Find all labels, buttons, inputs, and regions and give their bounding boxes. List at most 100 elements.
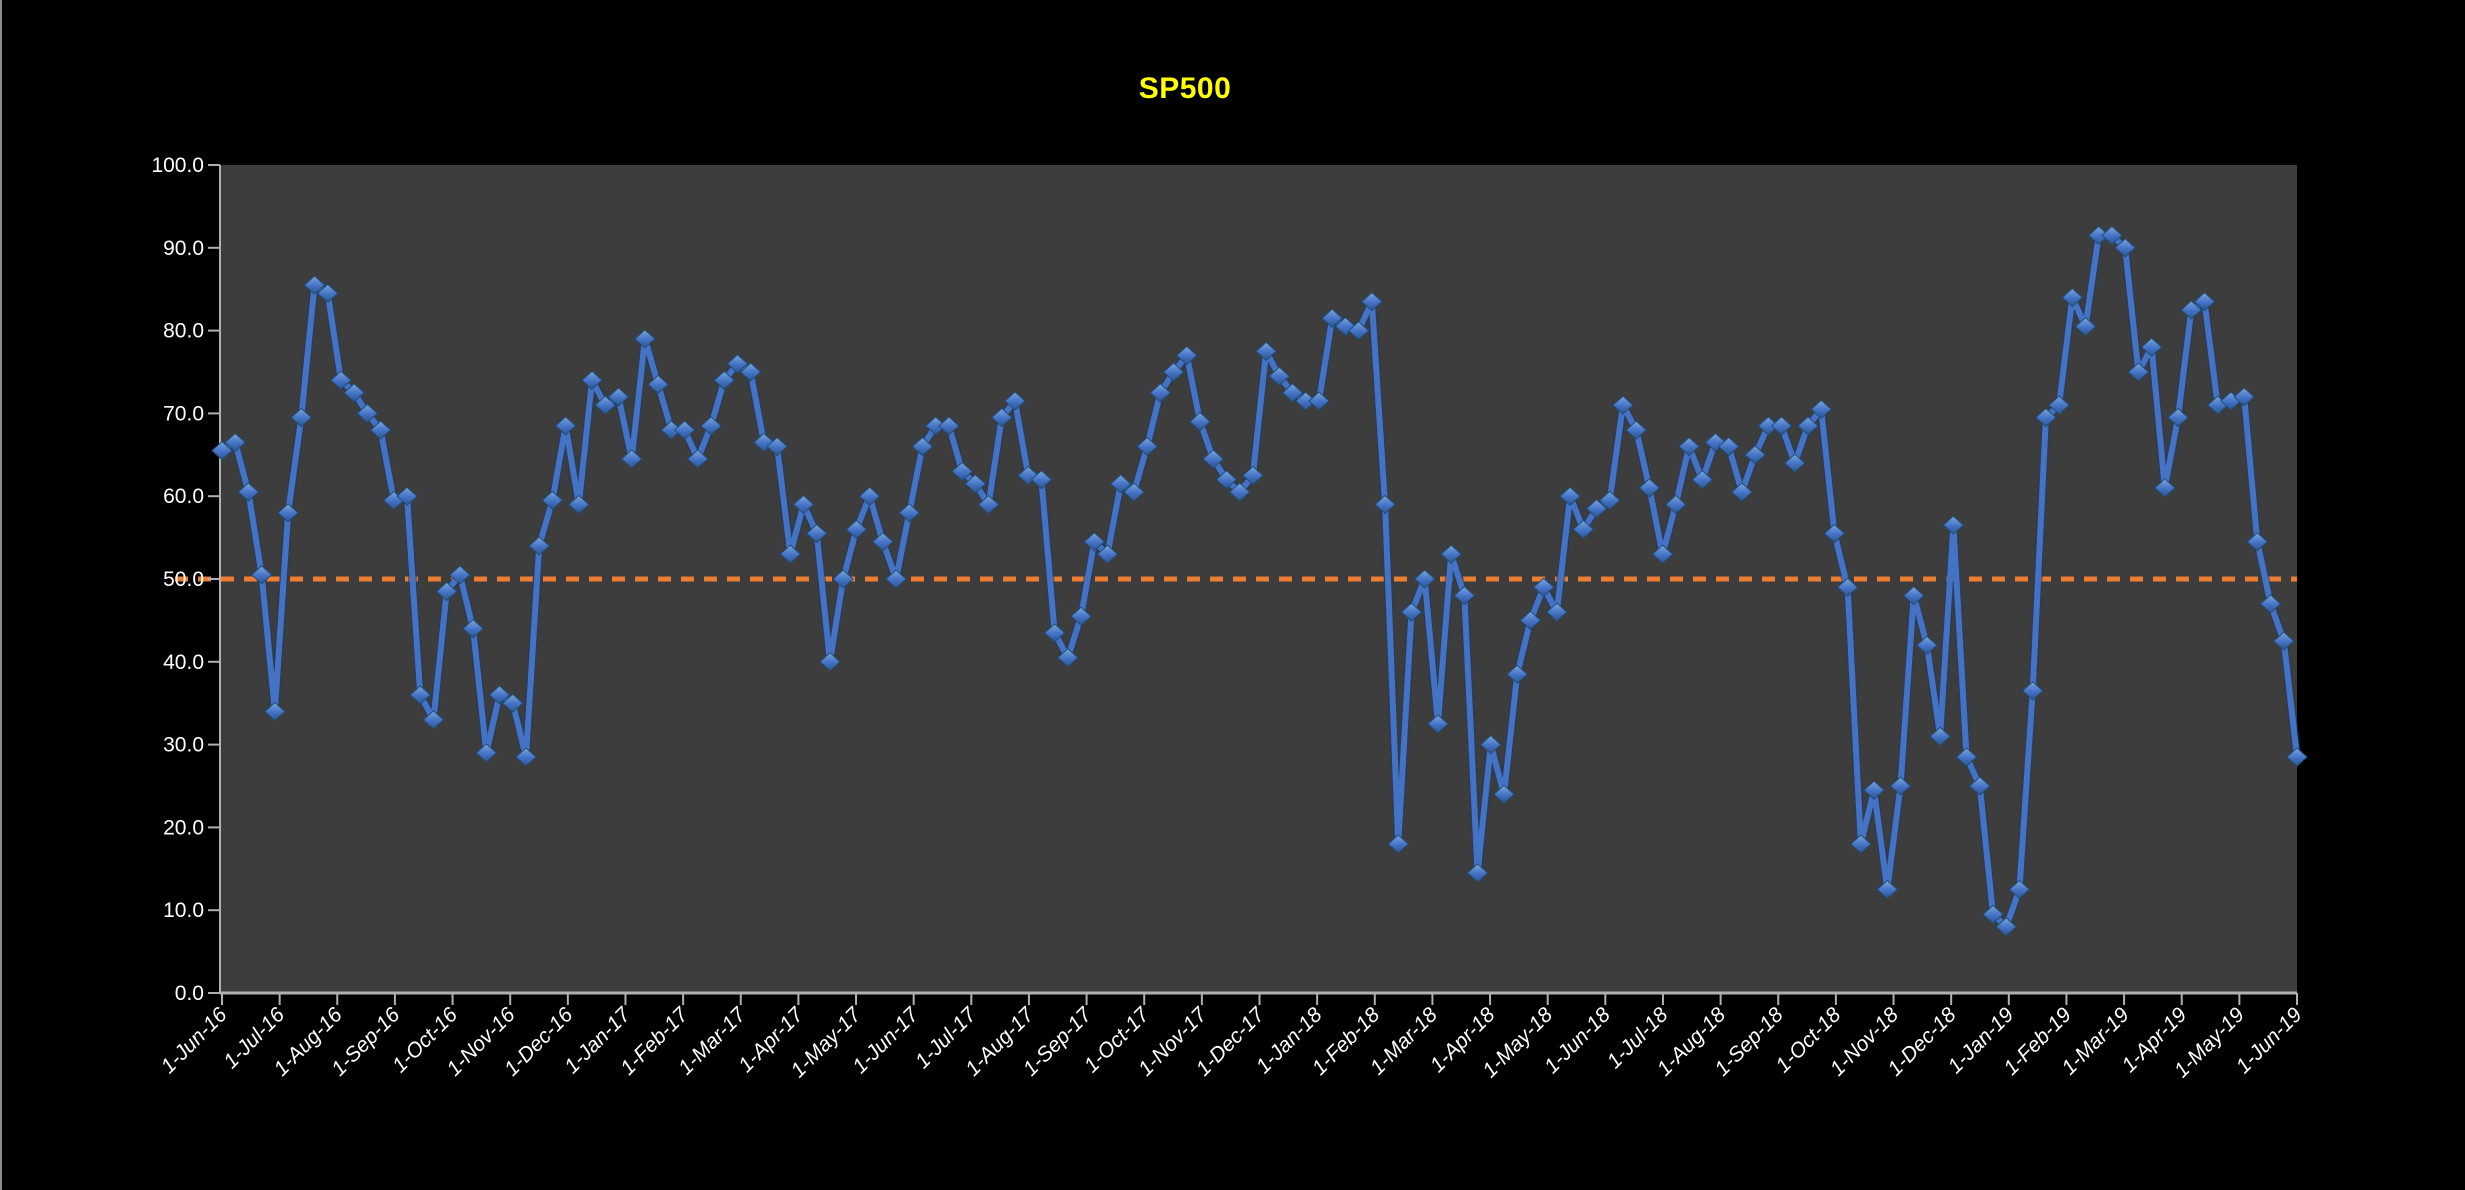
data-point-marker	[673, 420, 696, 440]
data-point-marker	[1347, 320, 1370, 341]
data-point-marker	[1784, 453, 1806, 473]
data-point-marker	[1440, 544, 1462, 564]
data-point-marker	[1625, 420, 1647, 440]
y-axis: 0.0 10.0 20.0 30.0 40.0 50.0 60.0 70.0 80.0 90.0 1…	[151, 154, 220, 1005]
data-point-marker	[2167, 407, 2189, 428]
data-point-marker	[343, 383, 365, 403]
data-point-marker	[832, 569, 854, 589]
data-point-marker	[2140, 337, 2163, 357]
data-point-marker	[2127, 362, 2150, 382]
data-point-marker	[1162, 362, 1185, 382]
data-point-marker	[237, 482, 260, 502]
data-point-marker	[528, 536, 550, 556]
data-point-marker	[938, 416, 960, 436]
data-point-marker	[303, 275, 326, 295]
data-point-marker	[1189, 412, 1211, 432]
y-tick-label: 20.0	[163, 816, 204, 839]
data-point-marker	[1202, 449, 1224, 469]
data-point-marker	[1043, 623, 1066, 643]
data-point-marker	[2193, 291, 2216, 312]
data-point-marker	[2114, 238, 2136, 258]
data-point-marker	[1242, 465, 1264, 486]
data-point-marker	[872, 532, 894, 552]
data-point-marker	[554, 416, 577, 436]
data-point-marker	[885, 569, 907, 589]
data-point-marker	[2061, 287, 2084, 308]
data-point-marker	[211, 440, 233, 461]
data-point-marker	[1176, 345, 1198, 366]
data-point-marker	[581, 370, 603, 390]
data-point-marker	[449, 565, 471, 585]
data-point-marker	[2074, 316, 2097, 337]
data-point-marker	[1836, 577, 1859, 597]
data-point-marker	[2101, 225, 2123, 246]
data-point-marker	[1863, 780, 1885, 800]
chart-title: SP500	[1138, 72, 1232, 105]
data-point-marker	[1902, 585, 1925, 606]
data-point-marker	[1797, 416, 1819, 436]
data-point-marker	[1506, 664, 1528, 684]
data-point-marker	[290, 407, 313, 428]
data-point-marker	[568, 494, 590, 515]
data-point-marker	[1268, 366, 1291, 386]
x-axis: 1-Jun-161-Jul-161-Aug-161-Sep-161-Oct-16…	[157, 993, 2307, 1082]
data-point-marker	[779, 544, 802, 564]
data-point-marker	[2246, 532, 2269, 552]
y-tick-label: 30.0	[163, 734, 204, 757]
data-point-marker	[316, 283, 339, 304]
data-point-marker	[475, 743, 498, 763]
data-point-marker	[964, 474, 987, 494]
data-point-marker	[1691, 469, 1713, 490]
data-point-marker	[1004, 391, 1026, 411]
data-point-marker	[1136, 436, 1158, 457]
data-point-marker	[1480, 734, 1502, 755]
data-point-marker	[1308, 391, 1330, 411]
data-point-marker	[1638, 478, 1661, 498]
window-left-edge	[0, 0, 2, 1190]
data-point-marker	[805, 523, 828, 544]
data-point-marker	[1057, 647, 1079, 668]
data-point-marker	[277, 503, 299, 523]
data-point-marker	[2154, 478, 2176, 498]
data-point-marker	[1810, 399, 1832, 419]
data-point-marker	[2035, 407, 2057, 428]
series-markers	[211, 225, 2308, 937]
data-point-marker	[1083, 532, 1106, 552]
data-point-marker	[1215, 469, 1238, 490]
data-point-marker	[687, 449, 709, 469]
y-tick-label: 10.0	[163, 899, 204, 922]
data-point-marker	[369, 420, 392, 440]
data-point-marker	[1678, 436, 1700, 457]
data-point-marker	[792, 494, 815, 515]
data-point-marker	[2048, 395, 2070, 415]
data-point-marker	[1559, 486, 1581, 506]
data-point-marker	[515, 747, 537, 767]
data-point-marker	[1387, 834, 1410, 854]
data-point-marker	[1427, 714, 1449, 734]
data-point-marker	[2273, 631, 2295, 651]
x-tick-label: 1-Jun-16	[157, 1003, 232, 1078]
data-point-marker	[634, 329, 656, 349]
data-point-marker	[1955, 747, 1978, 767]
data-point-marker	[647, 374, 669, 395]
data-point-marker	[409, 685, 431, 705]
data-point-marker	[435, 581, 458, 602]
data-point-marker	[977, 494, 1000, 515]
data-point-marker	[1969, 776, 1991, 796]
y-tick-label: 90.0	[163, 237, 204, 260]
data-point-marker	[1572, 519, 1595, 539]
data-point-marker	[1255, 341, 1277, 361]
data-point-marker	[2233, 387, 2255, 407]
series-line	[219, 232, 2300, 930]
data-point-marker	[1228, 482, 1251, 502]
data-point-marker	[2180, 300, 2203, 320]
data-point-marker	[819, 652, 841, 672]
data-point-marker	[396, 486, 418, 506]
data-point-marker	[2008, 879, 2031, 900]
data-point-marker	[1876, 879, 1899, 900]
data-point-marker	[1995, 917, 2017, 937]
data-point-marker	[1030, 469, 1053, 490]
y-tick-label: 80.0	[163, 320, 204, 343]
